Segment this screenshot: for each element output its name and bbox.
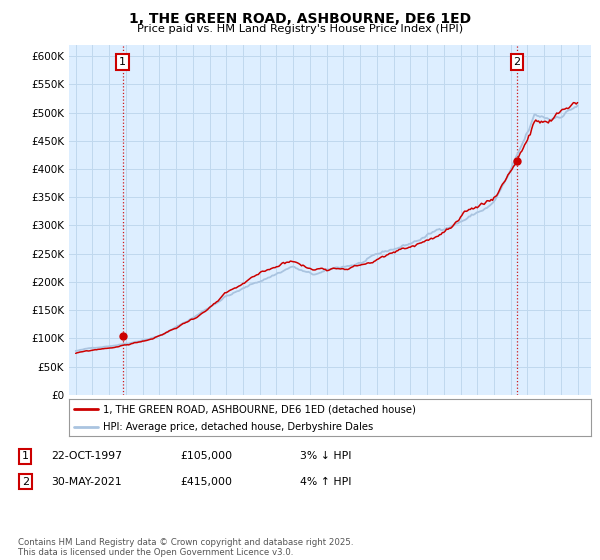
Text: 1: 1	[22, 451, 29, 461]
Text: 22-OCT-1997: 22-OCT-1997	[51, 451, 122, 461]
Text: HPI: Average price, detached house, Derbyshire Dales: HPI: Average price, detached house, Derb…	[103, 422, 373, 432]
Text: 1, THE GREEN ROAD, ASHBOURNE, DE6 1ED (detached house): 1, THE GREEN ROAD, ASHBOURNE, DE6 1ED (d…	[103, 404, 416, 414]
Text: £415,000: £415,000	[180, 477, 232, 487]
Text: 1: 1	[119, 57, 126, 67]
Text: Price paid vs. HM Land Registry's House Price Index (HPI): Price paid vs. HM Land Registry's House …	[137, 24, 463, 34]
Text: £105,000: £105,000	[180, 451, 232, 461]
Text: 30-MAY-2021: 30-MAY-2021	[51, 477, 122, 487]
Text: Contains HM Land Registry data © Crown copyright and database right 2025.
This d: Contains HM Land Registry data © Crown c…	[18, 538, 353, 557]
Text: 2: 2	[22, 477, 29, 487]
Text: 2: 2	[514, 57, 521, 67]
Text: 4% ↑ HPI: 4% ↑ HPI	[300, 477, 352, 487]
Text: 1, THE GREEN ROAD, ASHBOURNE, DE6 1ED: 1, THE GREEN ROAD, ASHBOURNE, DE6 1ED	[129, 12, 471, 26]
Text: 3% ↓ HPI: 3% ↓ HPI	[300, 451, 352, 461]
